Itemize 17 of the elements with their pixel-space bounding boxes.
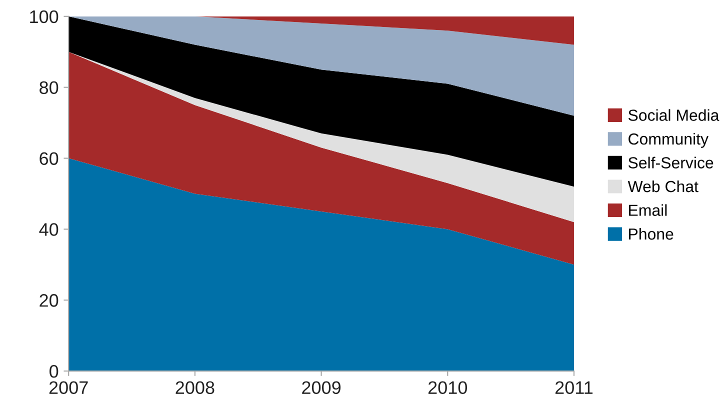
legend-label: Social Media [628, 109, 720, 121]
y-tick-label: 60 [40, 152, 58, 165]
y-tick-label: 80 [40, 81, 58, 94]
x-tick-label: 2007 [49, 381, 88, 394]
legend-label: Community [628, 132, 708, 148]
legend-label: Self-Service [628, 156, 714, 168]
x-tick-label: 2009 [302, 381, 341, 394]
legend-label: Email [629, 204, 667, 216]
y-tick-label: 20 [40, 294, 58, 307]
y-tick-label: 40 [39, 223, 58, 236]
x-tick-label: 2008 [176, 381, 214, 394]
x-tick-label: 2011 [555, 381, 593, 394]
legend-label: Web Chat [628, 180, 698, 192]
y-tick-label: 0 [50, 364, 58, 378]
y-tick-label: 100 [30, 10, 58, 24]
legend-label: Phone [629, 228, 674, 240]
x-tick-label: 2010 [428, 381, 468, 394]
